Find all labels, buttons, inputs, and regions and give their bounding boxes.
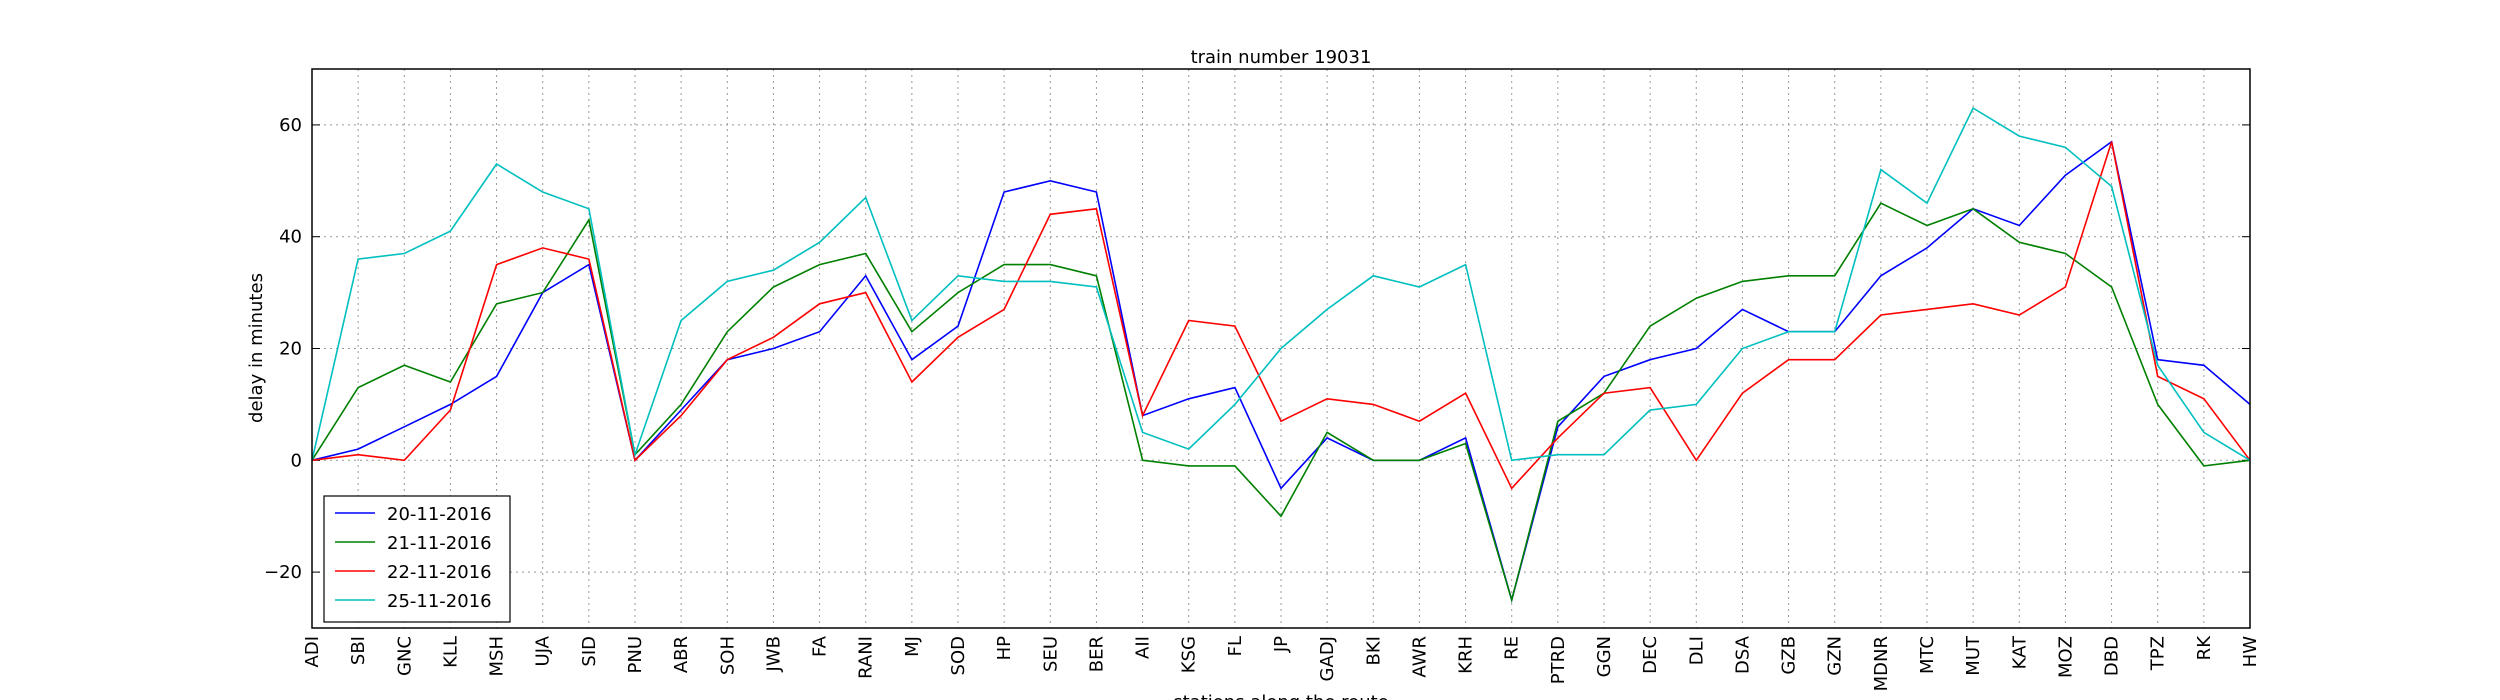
x-tick-label: KRH bbox=[1456, 636, 1477, 674]
x-tick-label: RANI bbox=[856, 636, 877, 679]
x-tick-label: SID bbox=[579, 636, 600, 667]
x-tick-label: PTRD bbox=[1548, 636, 1569, 684]
x-tick-label: FL bbox=[1225, 636, 1246, 656]
legend-label: 21-11-2016 bbox=[387, 533, 492, 554]
x-tick-label: GNC bbox=[394, 636, 415, 676]
x-tick-label: DLI bbox=[1686, 636, 1707, 665]
x-tick-label: KAT bbox=[2009, 635, 2030, 669]
x-tick-label: SBI bbox=[348, 636, 369, 665]
x-tick-label: AWR bbox=[1409, 636, 1430, 678]
y-tick-label: 60 bbox=[279, 115, 302, 136]
x-tick-label: GZN bbox=[1825, 636, 1846, 676]
x-tick-label: GADJ bbox=[1317, 636, 1338, 681]
x-tick-label: KSG bbox=[1179, 636, 1200, 673]
y-tick-label: 40 bbox=[279, 227, 302, 248]
x-tick-label: DSA bbox=[1732, 635, 1753, 674]
legend-box bbox=[323, 495, 511, 623]
y-tick-label: 20 bbox=[279, 339, 302, 360]
x-tick-label: BER bbox=[1086, 636, 1107, 672]
x-tick-label: SOH bbox=[717, 636, 738, 675]
x-tick-label: MUT bbox=[1963, 635, 1984, 676]
y-tick-label: −20 bbox=[264, 562, 302, 583]
x-axis-label: stations along the route bbox=[1173, 692, 1388, 700]
x-tick-label: RE bbox=[1502, 636, 1523, 660]
legend-label: 22-11-2016 bbox=[387, 562, 492, 583]
y-axis-label: delay in minutes bbox=[246, 273, 267, 423]
y-tick-label: 0 bbox=[291, 450, 302, 471]
x-tick-label: MTC bbox=[1917, 636, 1938, 674]
x-tick-label: JWB bbox=[763, 636, 784, 672]
series-line bbox=[311, 141, 2251, 490]
x-tick-label: PNU bbox=[625, 636, 646, 674]
x-tick-label: DEC bbox=[1640, 636, 1661, 674]
x-tick-label: ABR bbox=[671, 636, 692, 673]
x-tick-label: RK bbox=[2194, 635, 2215, 661]
x-tick-label: HW bbox=[2240, 636, 2261, 668]
x-tick-label: MDNR bbox=[1871, 636, 1892, 691]
x-tick-label: GGN bbox=[1594, 636, 1615, 677]
x-tick-label: BKI bbox=[1363, 636, 1384, 665]
legend-label: 20-11-2016 bbox=[387, 504, 492, 525]
series-line bbox=[311, 106, 2251, 462]
x-tick-label: HP bbox=[994, 636, 1015, 661]
x-tick-label: MSH bbox=[487, 636, 508, 677]
x-tick-label: GZB bbox=[1779, 636, 1800, 675]
x-tick-label: FA bbox=[810, 635, 831, 657]
x-tick-label: UJA bbox=[533, 635, 554, 666]
x-tick-label: SEU bbox=[1040, 636, 1061, 672]
legend-label: 25-11-2016 bbox=[387, 591, 492, 612]
chart-title: train number 19031 bbox=[1191, 47, 1372, 68]
x-tick-label: DBD bbox=[2102, 636, 2123, 676]
x-tick-label: JP bbox=[1271, 636, 1292, 653]
x-tick-label: AII bbox=[1133, 636, 1154, 659]
legend: 20-11-2016 21-11-2016 22-11-2016 25-11-2016 bbox=[323, 495, 511, 623]
x-tick-label: MOZ bbox=[2055, 636, 2076, 678]
plot-frame bbox=[311, 68, 2251, 629]
x-tick-label: TPZ bbox=[2148, 636, 2169, 671]
x-tick-label: MJ bbox=[902, 636, 923, 657]
x-tick-label: ADI bbox=[302, 636, 323, 667]
x-tick-label: SOD bbox=[948, 636, 969, 675]
x-tick-label: KLL bbox=[440, 636, 461, 668]
